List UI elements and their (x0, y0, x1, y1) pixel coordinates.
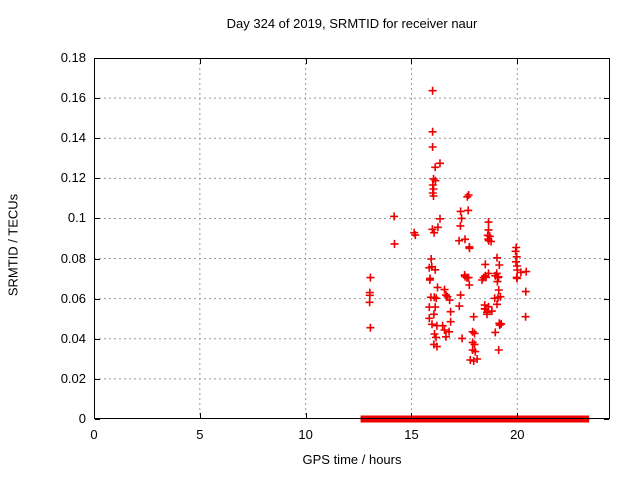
y-tick-label: 0.1 (67, 210, 86, 226)
y-tick-label: 0.16 (60, 90, 86, 106)
y-tick-label: 0.14 (60, 130, 86, 146)
scatter-points (365, 86, 531, 365)
tick-marks (94, 58, 609, 420)
y-tick-label: 0.08 (60, 250, 86, 266)
y-tick-label: 0.04 (60, 330, 86, 346)
y-axis-label: SRMTID / TECUs (5, 193, 21, 297)
y-tick-label: 0.06 (60, 290, 86, 306)
x-tick-label: 10 (298, 427, 313, 442)
y-tick-label: 0.18 (60, 50, 86, 65)
x-tick-label: 15 (404, 427, 419, 442)
x-axis-label: GPS time / hours (302, 452, 402, 467)
y-tick-label: 0 (78, 411, 86, 426)
y-tick-label: 0.12 (60, 170, 86, 186)
plot-svg (94, 58, 610, 423)
x-tick-label: 5 (196, 427, 204, 442)
x-tick-label: 0 (90, 427, 98, 442)
y-tick-label: 0.02 (60, 370, 86, 386)
plot-area (94, 58, 610, 423)
chart-title: Day 324 of 2019, SRMTID for receiver nau… (226, 16, 478, 31)
x-tick-label: 20 (510, 427, 525, 442)
plot-border (94, 58, 610, 419)
